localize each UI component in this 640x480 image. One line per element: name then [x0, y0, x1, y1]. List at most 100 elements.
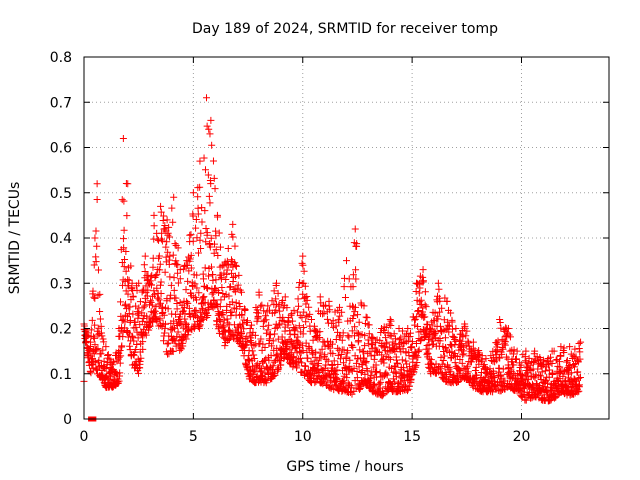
- data-point: [469, 338, 477, 346]
- data-point: [535, 391, 543, 399]
- data-point: [414, 307, 422, 315]
- data-point: [302, 318, 310, 326]
- data-points: [80, 94, 585, 422]
- data-point: [531, 347, 539, 355]
- data-point: [299, 252, 307, 260]
- data-point: [359, 347, 367, 355]
- data-point: [415, 307, 423, 315]
- data-point: [367, 340, 375, 348]
- data-point: [445, 364, 453, 372]
- data-point: [119, 134, 127, 142]
- data-point: [182, 319, 190, 327]
- data-point: [407, 375, 415, 383]
- data-point: [235, 271, 243, 279]
- data-point: [544, 387, 552, 395]
- data-point: [414, 323, 422, 331]
- data-point: [150, 211, 158, 219]
- data-point: [91, 234, 99, 242]
- data-point: [174, 244, 182, 252]
- data-point: [204, 311, 212, 319]
- data-point: [340, 346, 348, 354]
- y-tick-label: 0.5: [50, 186, 72, 202]
- data-point: [300, 267, 308, 275]
- data-point: [362, 313, 370, 321]
- data-point: [108, 359, 116, 367]
- data-point: [308, 349, 316, 357]
- data-point: [132, 345, 140, 353]
- data-point: [412, 340, 420, 348]
- data-point: [192, 215, 200, 223]
- data-point: [349, 302, 357, 310]
- data-point: [294, 308, 302, 316]
- data-point: [124, 276, 132, 284]
- data-point: [315, 360, 323, 368]
- y-tick-labels: 0 0.1 0.2 0.3 0.4 0.5 0.6 0.7 0.8: [50, 50, 72, 428]
- data-point: [296, 354, 304, 362]
- data-point: [353, 374, 361, 382]
- data-point: [262, 329, 270, 337]
- data-point: [423, 320, 431, 328]
- data-point: [169, 218, 177, 226]
- data-point: [102, 343, 110, 351]
- data-point: [279, 297, 287, 305]
- data-point: [160, 212, 168, 220]
- data-point: [248, 347, 256, 355]
- data-point: [290, 306, 298, 314]
- data-point: [157, 278, 165, 286]
- data-point: [144, 286, 152, 294]
- data-point: [460, 350, 468, 358]
- data-point: [417, 300, 425, 308]
- data-point: [84, 332, 92, 340]
- data-point: [451, 359, 459, 367]
- data-point: [413, 313, 421, 321]
- data-point: [559, 372, 567, 380]
- data-point: [156, 260, 164, 268]
- data-point: [294, 339, 302, 347]
- data-point: [404, 325, 412, 332]
- x-tick-label: 0: [80, 429, 89, 445]
- data-point: [386, 355, 394, 363]
- data-point: [240, 325, 248, 333]
- data-point: [310, 322, 318, 330]
- data-point: [211, 240, 219, 248]
- data-point: [388, 364, 396, 372]
- data-point: [235, 333, 243, 341]
- data-point: [171, 337, 179, 345]
- data-point: [566, 361, 574, 369]
- data-point: [421, 301, 429, 309]
- data-point: [441, 352, 449, 360]
- data-point: [341, 294, 349, 302]
- data-point: [220, 316, 228, 324]
- data-point: [212, 246, 220, 254]
- data-point: [205, 272, 213, 280]
- data-point: [193, 296, 201, 304]
- data-point: [496, 318, 504, 326]
- data-point: [270, 358, 278, 366]
- data-point: [305, 303, 313, 311]
- data-point: [118, 317, 126, 325]
- data-point: [266, 306, 274, 314]
- data-point: [415, 346, 423, 354]
- data-point: [194, 193, 202, 201]
- data-point: [153, 317, 161, 325]
- data-point: [231, 272, 239, 280]
- data-point: [228, 269, 236, 277]
- data-point: [164, 229, 172, 237]
- data-point: [100, 357, 108, 365]
- data-point: [204, 171, 212, 179]
- data-point: [383, 371, 391, 379]
- data-point: [110, 358, 118, 366]
- data-point: [268, 297, 276, 305]
- data-point: [347, 365, 355, 373]
- data-point: [169, 347, 177, 355]
- data-point: [256, 368, 264, 376]
- data-point: [271, 330, 279, 338]
- data-point: [206, 243, 214, 251]
- data-point: [387, 317, 395, 325]
- data-point: [211, 185, 219, 193]
- x-axis-label: GPS time / hours: [286, 459, 403, 475]
- data-point: [283, 304, 291, 312]
- data-point: [128, 279, 136, 287]
- data-point: [379, 356, 387, 364]
- data-point: [447, 309, 455, 317]
